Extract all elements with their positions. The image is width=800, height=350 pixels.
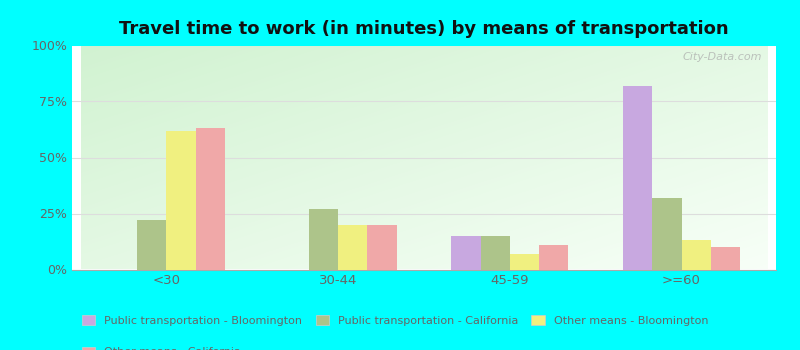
Bar [309, 209, 338, 270]
Bar [138, 220, 166, 270]
Text: City-Data.com: City-Data.com [682, 52, 762, 62]
Bar [710, 247, 740, 270]
Bar [196, 128, 225, 270]
Bar [481, 236, 510, 270]
Legend: Other means - California: Other means - California [78, 342, 246, 350]
Bar [367, 225, 397, 270]
Bar [623, 86, 652, 270]
Bar [510, 254, 539, 270]
Bar [338, 225, 367, 270]
Bar [682, 240, 710, 270]
Bar [451, 236, 481, 270]
Bar [652, 198, 682, 270]
Bar [539, 245, 568, 270]
Bar [166, 131, 196, 270]
Title: Travel time to work (in minutes) by means of transportation: Travel time to work (in minutes) by mean… [119, 20, 729, 38]
